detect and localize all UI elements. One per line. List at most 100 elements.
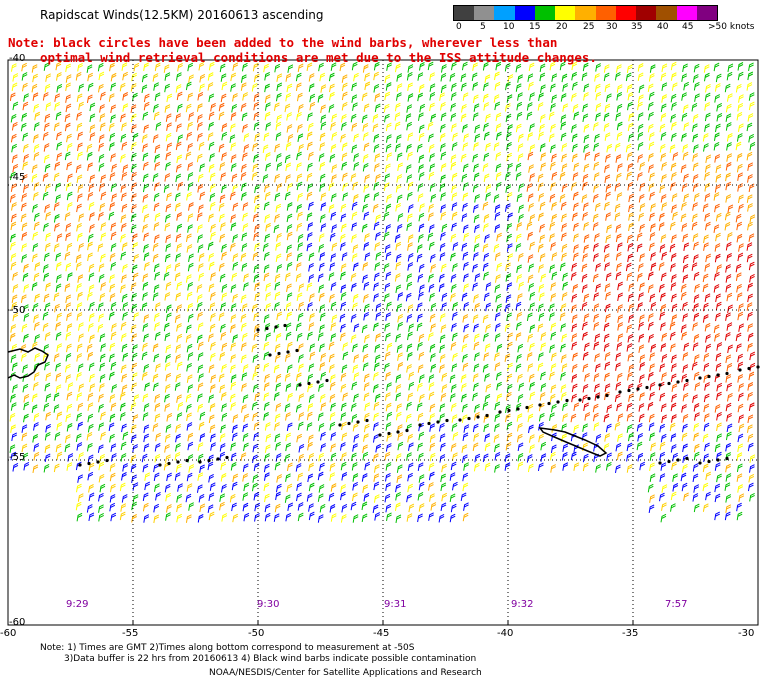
wind-barb xyxy=(593,422,600,431)
wind-barb xyxy=(11,294,18,304)
wind-barb xyxy=(144,481,151,491)
wind-barb xyxy=(210,102,216,112)
wind-barb xyxy=(562,402,568,411)
wind-barb xyxy=(681,482,688,492)
wind-barb xyxy=(703,393,710,403)
wind-barb xyxy=(628,314,634,323)
wind-barb xyxy=(647,321,654,331)
wind-barb xyxy=(451,172,458,182)
wind-barb xyxy=(110,153,116,162)
wind-barb xyxy=(571,133,578,143)
wind-barb xyxy=(210,442,216,451)
wind-barb xyxy=(702,283,709,293)
wind-barb xyxy=(637,131,644,141)
wind-barb xyxy=(176,123,182,132)
wind-barb xyxy=(505,81,511,91)
wind-barb xyxy=(275,382,281,392)
wind-barb xyxy=(306,411,313,421)
wind-barb xyxy=(386,382,392,391)
wind-barb xyxy=(416,382,423,392)
wind-barb xyxy=(559,171,566,181)
wind-barb xyxy=(573,244,579,253)
wind-barb xyxy=(363,142,370,152)
wind-barb xyxy=(199,191,206,201)
wind-barb xyxy=(462,472,469,482)
wind-barb xyxy=(373,133,380,143)
wind-barb xyxy=(406,364,412,373)
wind-barb xyxy=(418,164,424,173)
wind-barb xyxy=(725,122,732,131)
wind-barb xyxy=(461,393,467,403)
wind-barb xyxy=(121,494,128,503)
wind-barb xyxy=(383,293,390,302)
wind-barb xyxy=(176,154,183,164)
wind-barb xyxy=(595,464,601,473)
wind-barb xyxy=(507,163,513,172)
wind-barb xyxy=(208,163,215,173)
wind-barb xyxy=(639,461,646,471)
wind-barb xyxy=(746,253,753,263)
wind-barb xyxy=(594,353,600,362)
wind-barb xyxy=(550,384,557,393)
wind-barb xyxy=(385,224,391,233)
wind-barb xyxy=(76,232,83,242)
wind-barb xyxy=(54,93,61,102)
wind-barb xyxy=(185,151,192,161)
wind-barb xyxy=(351,381,358,391)
wind-barb xyxy=(88,492,95,502)
wind-barb xyxy=(253,432,259,441)
wind-barb xyxy=(660,194,667,203)
wind-barb xyxy=(549,451,556,461)
wind-barb xyxy=(23,93,29,102)
wind-barb xyxy=(87,192,94,201)
wind-barb xyxy=(473,214,480,223)
wind-barb xyxy=(374,103,381,113)
wind-barb xyxy=(286,341,293,351)
wind-barb xyxy=(340,372,347,382)
wind-barb xyxy=(100,191,107,201)
wind-barb xyxy=(703,72,710,82)
wind-barb xyxy=(166,472,172,482)
wind-barb xyxy=(220,392,227,401)
wind-barb xyxy=(175,373,182,383)
wind-barb xyxy=(298,412,305,421)
wind-barb xyxy=(647,401,654,411)
wind-barb xyxy=(34,334,40,343)
wind-barb xyxy=(110,183,117,192)
wind-barb xyxy=(661,372,667,381)
wind-barb xyxy=(165,281,172,291)
wind-barb xyxy=(177,402,184,411)
wind-barb xyxy=(529,291,536,301)
wind-barb xyxy=(286,202,293,211)
wind-barb xyxy=(31,253,38,263)
wind-barb xyxy=(66,191,73,201)
wind-barb xyxy=(209,192,216,202)
wind-barb xyxy=(330,432,337,441)
wind-barb xyxy=(285,412,291,421)
wind-barb xyxy=(231,502,237,512)
wind-barb xyxy=(561,73,568,83)
wind-barb xyxy=(308,363,315,372)
wind-barb xyxy=(89,124,96,133)
wind-barb xyxy=(12,284,19,293)
wind-barb xyxy=(408,381,415,391)
wind-barb xyxy=(592,273,599,283)
wind-barb xyxy=(11,301,17,311)
wind-barb xyxy=(341,142,348,151)
wind-barb xyxy=(747,414,754,423)
wind-barb xyxy=(683,242,690,251)
wind-barb xyxy=(560,114,567,123)
wind-barb xyxy=(22,143,29,153)
wind-barb xyxy=(21,243,27,252)
wind-barb xyxy=(714,443,721,452)
wind-barb xyxy=(185,514,192,523)
wind-barb xyxy=(482,223,489,232)
wind-barb xyxy=(243,413,250,423)
wind-barb xyxy=(407,132,414,141)
wind-barb xyxy=(340,284,347,293)
wind-barb xyxy=(221,363,227,373)
wind-barb xyxy=(86,431,93,441)
wind-barb xyxy=(208,261,215,271)
wind-barb xyxy=(166,122,172,131)
wind-barb xyxy=(383,182,390,191)
